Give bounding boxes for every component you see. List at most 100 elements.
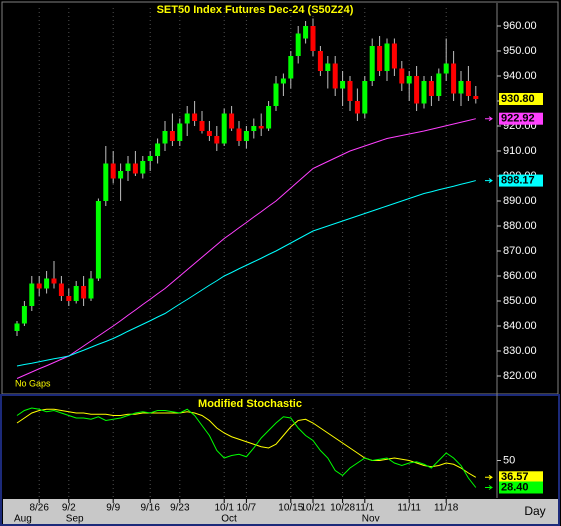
candle-body — [184, 113, 190, 124]
candle-body — [295, 33, 301, 56]
last-value-box — [499, 471, 543, 484]
last-value-box — [499, 93, 543, 105]
candle-body — [406, 76, 412, 84]
month-label: Oct — [221, 514, 237, 525]
last-value-label: 36.57 — [501, 471, 529, 483]
stochastic-line — [16, 408, 477, 478]
candle-body — [428, 81, 434, 96]
y-tick-label: 880.00 — [503, 220, 537, 232]
candle-body — [199, 121, 205, 131]
arrow — [485, 178, 493, 183]
candle-body — [51, 278, 57, 284]
moving-average — [16, 118, 476, 379]
candle-body — [162, 131, 168, 144]
candle-body — [399, 68, 405, 84]
x-tick-label: 8/26 — [29, 503, 49, 514]
candle-body — [362, 81, 368, 114]
candle-body — [317, 51, 323, 71]
date-axis — [3, 499, 497, 524]
candle-body — [73, 286, 79, 301]
x-tick-label: 10/7 — [237, 503, 257, 514]
x-tick-label: 9/23 — [170, 503, 190, 514]
candle-body — [391, 43, 397, 69]
candle-body — [458, 81, 464, 94]
period-label: Day — [524, 504, 545, 518]
x-tick-label: 11/1 — [355, 503, 374, 514]
x-tick-label: 10/21 — [300, 503, 325, 514]
candle-body — [214, 136, 220, 144]
corner — [497, 499, 558, 524]
candle-body — [465, 81, 471, 96]
candle-body — [332, 63, 338, 89]
candle-body — [266, 106, 272, 129]
candle-body — [132, 163, 138, 174]
candle-body — [436, 73, 442, 96]
x-tick-label: 9/2 — [62, 503, 76, 514]
candle-body — [206, 131, 212, 136]
y-tick-label: 860.00 — [503, 270, 537, 282]
candle-body — [340, 81, 346, 89]
candle-body — [21, 306, 27, 324]
x-tick-label: 10/1 — [214, 503, 234, 514]
candle-body — [81, 286, 87, 299]
last-value-label: 930.80 — [501, 93, 535, 105]
candle-body — [177, 123, 183, 141]
candle-body — [103, 163, 109, 201]
candle-body — [473, 96, 479, 99]
candle-body — [384, 43, 390, 71]
last-value-label: 898.17 — [501, 174, 535, 186]
candle-body — [66, 296, 72, 301]
stochastic-line — [16, 407, 477, 488]
last-value-label: 922.92 — [501, 113, 535, 125]
last-value-box — [499, 174, 543, 187]
x-tick-label: 9/9 — [106, 503, 120, 514]
y-tick-label: 940.00 — [503, 70, 537, 82]
month-label: Nov — [362, 514, 380, 525]
moving-average — [16, 180, 476, 367]
candle-body — [251, 126, 257, 131]
candle-body — [369, 46, 375, 81]
y-tick-label: 840.00 — [503, 320, 537, 332]
y-tick-label: 50 — [503, 454, 515, 466]
chart-title: SET50 Index Futures Dec-24 (S50Z24) — [157, 4, 354, 16]
month-label: Aug — [14, 514, 32, 525]
x-tick-label: 10/28 — [330, 503, 355, 514]
candle-body — [258, 126, 264, 129]
y-tick-label: 950.00 — [503, 45, 537, 57]
note: No Gaps — [15, 378, 51, 388]
candle-body — [443, 63, 449, 74]
candle-body — [354, 101, 360, 114]
x-tick-label: 11/11 — [397, 503, 421, 514]
y-tick-label: 890.00 — [503, 195, 537, 207]
candle-body — [421, 81, 427, 104]
candle-body — [118, 171, 124, 179]
last-value-box — [499, 112, 543, 125]
candle-body — [273, 83, 279, 106]
candle-body — [147, 156, 153, 161]
candle-body — [44, 278, 50, 289]
candle-body — [377, 46, 383, 71]
candle-body — [451, 63, 457, 94]
candle-body — [36, 283, 42, 289]
candle-body — [303, 26, 309, 39]
candle-body — [347, 81, 353, 101]
y-tick-label: 910.00 — [503, 145, 537, 157]
candle-body — [125, 163, 131, 171]
candle-body — [169, 131, 175, 141]
candle-body — [14, 323, 20, 331]
lower-frame — [0, 394, 560, 526]
x-tick-label: 10/15 — [278, 503, 303, 514]
y-tick-label: 960.00 — [503, 20, 537, 32]
candle-body — [243, 131, 249, 141]
last-value-label: 28.40 — [501, 481, 529, 493]
candle-body — [95, 201, 101, 279]
candle-body — [310, 26, 316, 51]
candle-body — [280, 78, 286, 84]
y-tick-label: 820.00 — [503, 370, 537, 382]
y-tick-label: 850.00 — [503, 295, 537, 307]
y-tick-label: 830.00 — [503, 345, 537, 357]
candle-body — [325, 63, 331, 71]
